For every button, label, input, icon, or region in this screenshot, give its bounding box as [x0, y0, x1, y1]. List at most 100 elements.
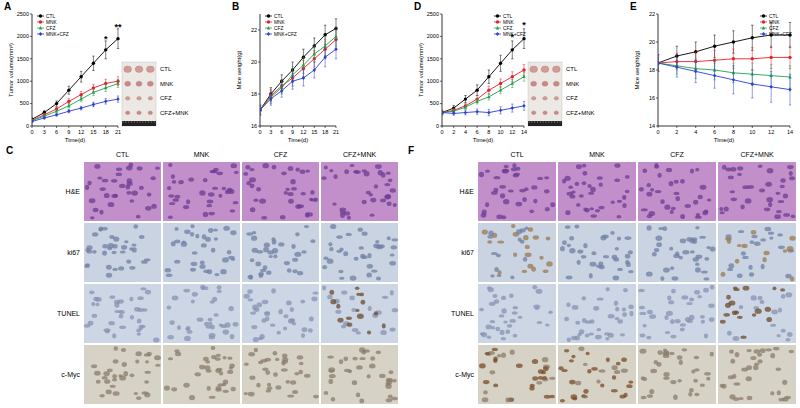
cell	[546, 237, 551, 241]
cell	[522, 270, 528, 273]
error-bar-cap	[751, 47, 753, 48]
cell	[699, 236, 706, 239]
cell	[108, 321, 114, 325]
error-bar	[658, 55, 659, 72]
error-bar	[92, 89, 94, 95]
column-header: CTL	[116, 151, 129, 158]
cell	[94, 371, 101, 376]
x-tick-label: 3	[269, 129, 272, 135]
cell	[121, 245, 127, 250]
cell	[272, 239, 277, 244]
cell	[295, 204, 301, 209]
cell	[330, 299, 336, 304]
error-bar-cap	[499, 86, 501, 87]
cell	[384, 195, 391, 200]
cell	[600, 384, 604, 388]
cell	[231, 163, 238, 168]
cell	[109, 295, 115, 299]
cell	[539, 256, 543, 260]
cell	[680, 328, 685, 332]
tissue	[718, 223, 796, 282]
error-bar	[313, 62, 315, 78]
data-point	[499, 82, 502, 85]
cell	[233, 322, 239, 327]
cell	[579, 329, 585, 334]
cell	[560, 246, 565, 251]
error-bar-cap	[695, 60, 697, 61]
cell	[330, 224, 336, 229]
cell	[550, 202, 555, 207]
cell	[85, 185, 89, 190]
data-point	[116, 81, 119, 84]
cell	[704, 334, 708, 339]
cell	[367, 374, 371, 378]
histology-image	[84, 345, 161, 404]
cell	[482, 397, 489, 402]
error-bar	[488, 109, 490, 115]
cell	[670, 319, 675, 324]
cell	[139, 186, 144, 190]
cell	[617, 268, 623, 271]
cell	[629, 311, 633, 316]
cell	[503, 320, 507, 323]
data-point	[694, 70, 697, 74]
data-point	[675, 65, 678, 69]
error-bar-cap	[442, 110, 443, 111]
x-tick	[752, 126, 753, 128]
cell	[542, 376, 547, 380]
series-line	[32, 83, 118, 120]
cell	[622, 307, 626, 311]
cell	[191, 300, 195, 304]
cell	[579, 194, 584, 198]
panel-letter: B	[232, 1, 239, 12]
x-axis-title: Time(d)	[288, 137, 308, 143]
cell	[390, 290, 394, 295]
cell	[346, 233, 352, 236]
cell	[281, 368, 288, 371]
cell	[261, 216, 267, 219]
ruler-tick	[554, 121, 555, 123]
data-point	[487, 95, 490, 98]
cell	[370, 198, 376, 203]
error-bar-cap	[117, 79, 119, 80]
cell	[500, 330, 505, 335]
cell	[269, 255, 273, 258]
error-bar-cap	[117, 87, 119, 88]
error-bar	[281, 84, 283, 97]
error-bar-cap	[260, 114, 261, 115]
cell	[529, 209, 534, 213]
cell	[647, 183, 651, 187]
cell	[673, 192, 679, 195]
cell	[569, 236, 574, 241]
error-bar	[770, 71, 772, 102]
x-tick	[477, 126, 478, 128]
cell	[768, 232, 774, 235]
cell	[352, 328, 359, 332]
cell	[217, 290, 222, 293]
cell	[785, 338, 790, 341]
ruler-tick	[151, 121, 152, 123]
cell	[689, 297, 694, 301]
cell	[749, 272, 754, 277]
cell	[147, 193, 152, 197]
error-bar-cap	[499, 71, 501, 72]
data-point	[104, 48, 107, 51]
cell	[272, 248, 278, 253]
y-tick	[656, 14, 658, 15]
cell	[230, 209, 236, 212]
cell	[312, 291, 318, 294]
error-bar-cap	[270, 92, 272, 93]
cell	[693, 257, 699, 261]
cell	[704, 277, 710, 280]
error-bar	[499, 107, 501, 114]
cell	[690, 250, 695, 253]
cell	[709, 317, 715, 322]
cell	[174, 239, 180, 243]
cell	[700, 185, 707, 190]
cell	[322, 265, 327, 269]
cell	[285, 380, 290, 384]
data-point	[732, 57, 735, 60]
cell	[679, 256, 683, 260]
cell	[789, 236, 795, 241]
cell	[574, 225, 579, 229]
